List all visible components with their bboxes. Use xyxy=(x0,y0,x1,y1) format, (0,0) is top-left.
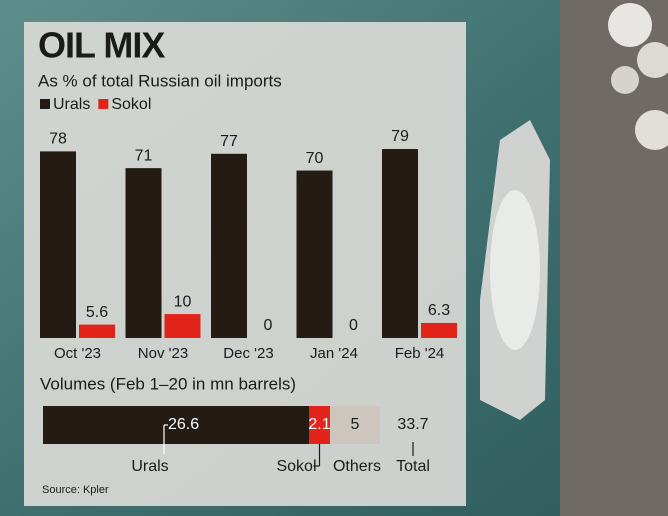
value-label: 70 xyxy=(306,150,324,167)
value-label: 79 xyxy=(391,128,409,145)
bar xyxy=(79,325,115,338)
value-label: 2.1 xyxy=(308,416,330,433)
bar xyxy=(40,151,76,338)
volume-title: Volumes (Feb 1–20 in mn barrels) xyxy=(40,374,296,393)
category-label: Others xyxy=(333,458,381,475)
value-label: 5 xyxy=(351,416,360,433)
x-tick-label: Dec '23 xyxy=(223,345,273,362)
category-label: Sokol xyxy=(276,458,316,475)
chart-subtitle: As % of total Russian oil imports xyxy=(38,71,282,90)
x-tick-label: Nov '23 xyxy=(138,345,188,362)
legend-label: Urals xyxy=(53,96,90,113)
bar xyxy=(211,154,247,338)
value-label: 0 xyxy=(349,317,358,334)
x-tick-label: Jan '24 xyxy=(310,345,358,362)
bar xyxy=(297,171,333,338)
source: Source: Kpler xyxy=(42,484,109,496)
value-label: 71 xyxy=(135,147,153,164)
value-label: 10 xyxy=(174,293,192,310)
bar xyxy=(421,323,457,338)
value-label: 6.3 xyxy=(428,302,450,319)
value-label: 26.6 xyxy=(168,416,199,433)
category-label: Urals xyxy=(131,458,168,475)
bar xyxy=(382,149,418,338)
legend-label: Sokol xyxy=(111,96,151,113)
value-label: 77 xyxy=(220,133,238,150)
value-label: 78 xyxy=(49,131,67,148)
bar xyxy=(126,168,162,338)
x-tick-label: Feb '24 xyxy=(395,345,445,362)
infographic: OIL MIX As % of total Russian oil import… xyxy=(0,0,668,516)
bar xyxy=(165,314,201,338)
x-tick-label: Oct '23 xyxy=(54,345,101,362)
legend-swatch xyxy=(98,99,108,109)
value-label: 0 xyxy=(264,317,273,334)
total-label: Total xyxy=(396,458,430,475)
legend-swatch xyxy=(40,99,50,109)
total-value: 33.7 xyxy=(397,416,428,433)
chart-title: OIL MIX xyxy=(38,25,165,66)
value-label: 5.6 xyxy=(86,304,108,321)
